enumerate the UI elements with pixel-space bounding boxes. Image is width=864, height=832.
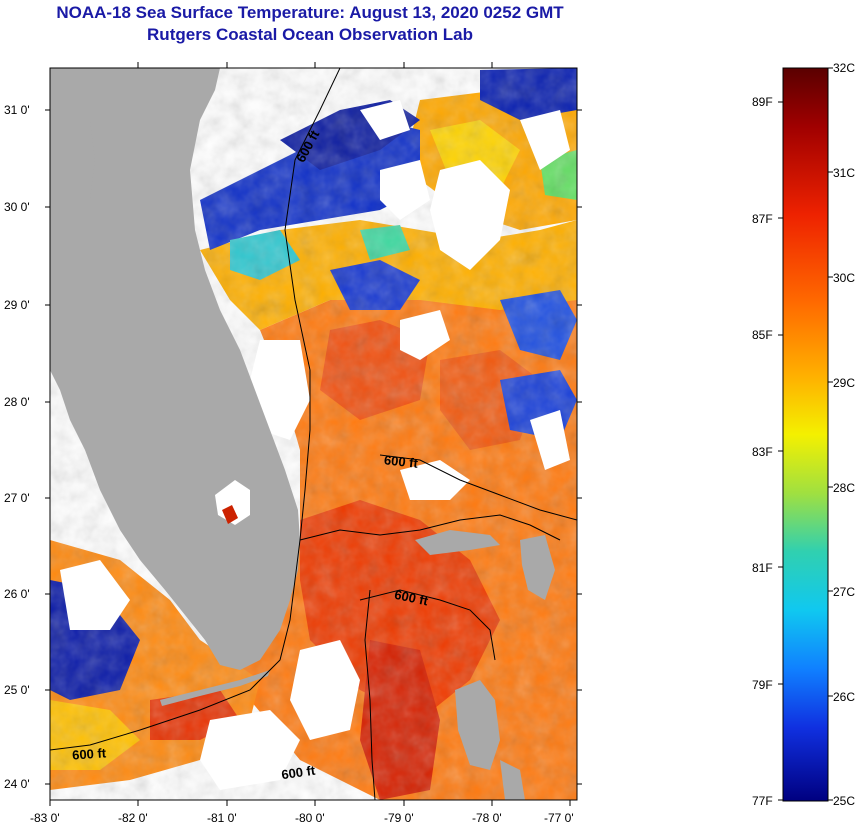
cb-f-79: 79F — [752, 678, 773, 692]
lon-tick-83: -83 0' — [30, 811, 60, 825]
colorbar-gradient — [782, 67, 829, 802]
map-frame — [49, 67, 578, 801]
lon-tick-80: -80 0' — [295, 811, 325, 825]
cb-c-28: 28C — [833, 481, 855, 495]
cb-c-32: 32C — [833, 61, 855, 75]
bahamas-abaco — [520, 535, 555, 600]
depth-contours — [50, 68, 577, 800]
cb-f-77: 77F — [752, 794, 773, 808]
lon-tick-81: -81 0' — [207, 811, 237, 825]
lat-tick-24: 24 0' — [4, 777, 30, 791]
lon-tick-78: -78 0' — [472, 811, 502, 825]
map-panel — [50, 68, 577, 800]
cb-f-89: 89F — [752, 95, 773, 109]
cb-f-87: 87F — [752, 212, 773, 226]
lat-tick-27: 27 0' — [4, 491, 30, 505]
bahamas-grand-bahama — [415, 530, 500, 555]
cb-c-29: 29C — [833, 376, 855, 390]
lat-tick-25: 25 0' — [4, 683, 30, 697]
lat-tick-28: 28 0' — [4, 395, 30, 409]
cb-c-26: 26C — [833, 690, 855, 704]
big-bend-land — [50, 68, 95, 255]
bahamas-andros — [455, 680, 500, 770]
lat-tick-31: 31 0' — [4, 103, 30, 117]
lat-tick-26: 26 0' — [4, 587, 30, 601]
cloud-mask — [60, 100, 570, 790]
map-title: NOAA-18 Sea Surface Temperature: August … — [56, 3, 564, 22]
cb-c-25: 25C — [833, 794, 855, 808]
map-subtitle: Rutgers Coastal Ocean Observation Lab — [147, 25, 473, 44]
lon-tick-77: -77 0' — [544, 811, 574, 825]
contour-label-gulf: 600 ft — [72, 745, 108, 762]
lat-tick-29: 29 0' — [4, 298, 30, 312]
cb-c-30: 30C — [833, 271, 855, 285]
contour-label-mid: 600 ft — [393, 587, 430, 609]
cb-f-81: 81F — [752, 561, 773, 575]
lat-axis: 31 0' 30 0' 29 0' 28 0' 27 0' 26 0' 25 0… — [4, 103, 582, 791]
contour-label-bahamas: 600 ft — [383, 452, 419, 471]
cb-c-31: 31C — [833, 166, 855, 180]
lon-tick-82: -82 0' — [118, 811, 148, 825]
cb-c-27: 27C — [833, 585, 855, 599]
contour-label-south: 600 ft — [280, 763, 316, 783]
lat-tick-30: 30 0' — [4, 200, 30, 214]
lon-tick-79: -79 0' — [384, 811, 414, 825]
cb-f-83: 83F — [752, 445, 773, 459]
colorbar: 32C 31C 30C 29C 28C 27C 26C 25C 89F 87F … — [752, 61, 855, 808]
cb-f-85: 85F — [752, 328, 773, 342]
lon-axis: -83 0' -82 0' -81 0' -80 0' -79 0' -78 0… — [30, 62, 574, 825]
